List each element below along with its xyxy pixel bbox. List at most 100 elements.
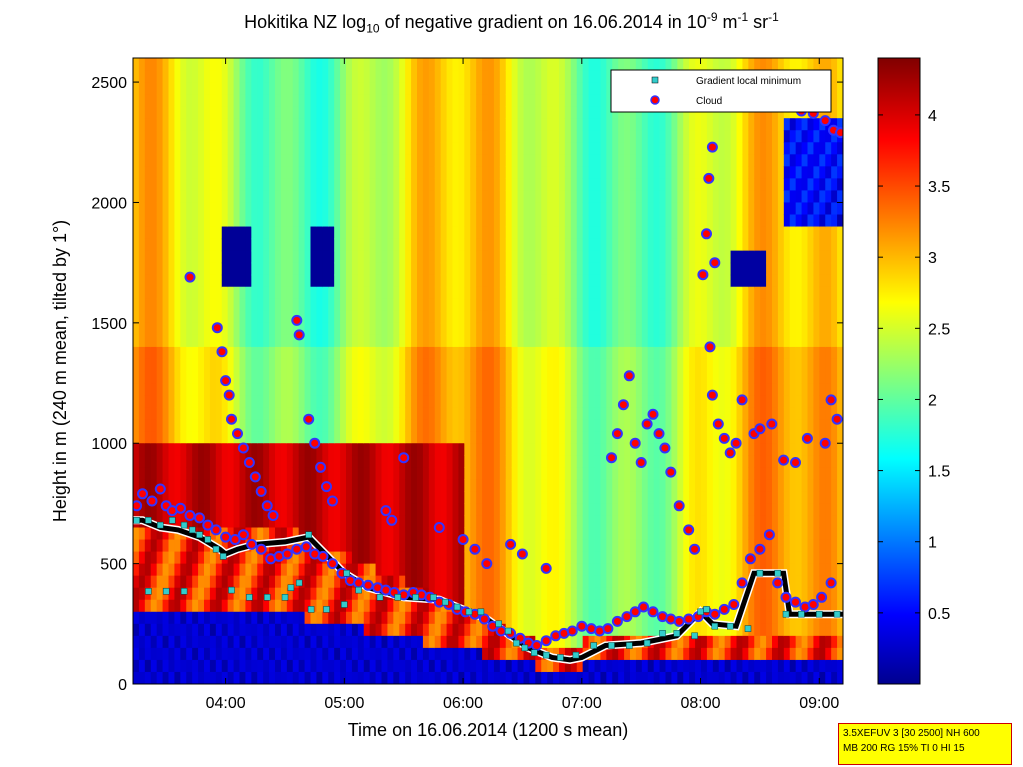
heatmap-cell [351, 250, 359, 264]
heatmap-cell [328, 407, 335, 420]
heatmap-cell [547, 671, 554, 684]
heatmap-cell [570, 635, 578, 649]
heatmap-cell [227, 358, 235, 372]
heatmap-cell [334, 118, 341, 131]
heatmap-cell [405, 166, 412, 179]
heatmap-cell [446, 611, 454, 625]
heatmap-cell [263, 274, 270, 288]
heatmap-cell [517, 202, 525, 216]
heatmap-cell [221, 539, 229, 553]
heatmap-cell [251, 358, 258, 372]
heatmap-cell [286, 118, 294, 131]
heatmap-cell [553, 371, 560, 384]
heatmap-cell [683, 346, 690, 360]
heatmap-cell [263, 190, 270, 204]
heatmap-cell [570, 322, 578, 336]
heatmap-cell [150, 575, 158, 589]
heatmap-cell [570, 383, 578, 396]
heatmap-cell [263, 322, 270, 336]
heatmap-cell [363, 118, 371, 131]
heatmap-cell [209, 659, 217, 673]
heatmap-cell [393, 274, 400, 288]
heatmap-cell [564, 142, 572, 155]
heatmap-cell [588, 178, 596, 192]
heatmap-cell [464, 118, 471, 131]
heatmap-cell [482, 202, 489, 216]
heatmap-cell [275, 106, 282, 119]
heatmap-cell [564, 310, 572, 324]
heatmap-cell [369, 407, 377, 420]
heatmap-cell [517, 503, 525, 517]
heatmap-cell [417, 178, 424, 192]
heatmap-cell [387, 286, 394, 300]
heatmap-cell [298, 214, 306, 228]
heatmap-cell [624, 274, 631, 288]
heatmap-cell [227, 623, 235, 637]
heatmap-cell [204, 106, 211, 119]
heatmap-cell [523, 395, 531, 408]
heatmap-cell [393, 202, 400, 216]
heatmap-cell [446, 262, 454, 276]
heatmap-cell [564, 250, 572, 264]
heatmap-cell [399, 106, 406, 119]
heatmap-cell [233, 575, 241, 589]
heatmap-cell [138, 322, 146, 336]
heatmap-cell [541, 575, 548, 589]
heatmap-cell [286, 647, 294, 661]
heatmap-cell [541, 238, 548, 252]
heatmap-cell [198, 106, 205, 119]
heatmap-cell [369, 262, 377, 276]
heatmap-cell [180, 419, 187, 432]
heatmap-cell [186, 371, 193, 384]
heatmap-cell [624, 166, 631, 179]
heatmap-cell [221, 395, 229, 408]
heatmap-cell [186, 358, 193, 372]
heatmap-cell [198, 202, 205, 216]
heatmap-cell [689, 130, 696, 143]
heatmap-cell [221, 106, 229, 119]
heatmap-cell [635, 226, 643, 240]
heatmap-cell [535, 346, 542, 360]
heatmap-cell [405, 431, 412, 444]
heatmap-cell [180, 515, 187, 529]
heatmap-cell [186, 539, 193, 553]
heatmap-cell [434, 575, 442, 589]
heatmap-cell [582, 310, 590, 324]
heatmap-cell [671, 527, 678, 541]
heatmap-cell [357, 238, 365, 252]
heatmap-cell [387, 358, 394, 372]
heatmap-cell [310, 587, 318, 601]
heatmap-cell [168, 599, 176, 613]
heatmap-cell [133, 70, 140, 83]
heatmap-cell [446, 551, 454, 565]
heatmap-cell [180, 166, 187, 179]
heatmap-cell [369, 250, 377, 264]
heatmap-cell [334, 455, 341, 468]
heatmap-cell [334, 527, 341, 541]
heatmap-cell [192, 395, 199, 408]
heatmap-cell [269, 310, 276, 324]
heatmap-cell [624, 118, 631, 131]
heatmap-cell [570, 515, 578, 529]
heatmap-cell [452, 539, 460, 553]
heatmap-cell [434, 635, 442, 649]
heatmap-cell [641, 479, 649, 492]
heatmap-cell [144, 154, 152, 167]
heatmap-cell [535, 106, 542, 119]
heatmap-cell [594, 383, 602, 396]
heatmap-cell [547, 118, 554, 131]
heatmap-cell [689, 575, 696, 589]
heatmap-cell [387, 166, 394, 179]
heatmap-cell [334, 647, 341, 661]
heatmap-cell [405, 419, 412, 432]
heatmap-cell [635, 491, 643, 505]
heatmap-cell [280, 491, 288, 505]
heatmap-cell [405, 623, 412, 637]
heatmap-cell [677, 599, 684, 613]
heatmap-cell [150, 407, 158, 420]
heatmap-cell [245, 443, 252, 456]
heatmap-cell [588, 503, 596, 517]
heatmap-cell [369, 431, 377, 444]
heatmap-cell [624, 214, 631, 228]
heatmap-cell [239, 202, 247, 216]
